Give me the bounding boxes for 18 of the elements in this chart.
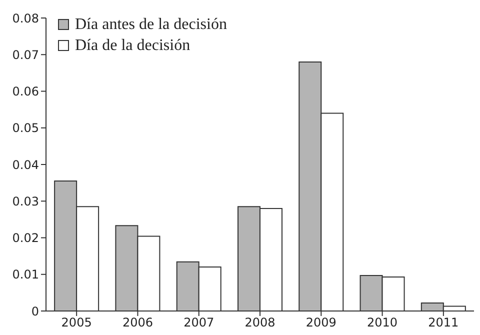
x-tick-label: 2005: [61, 316, 92, 330]
x-tick-label: 2010: [367, 316, 398, 330]
y-tick-label: 0.08: [12, 11, 39, 26]
y-tick-label: 0.04: [12, 158, 39, 172]
legend-label: Día de la decisión: [75, 36, 190, 56]
y-tick-label: 0.01: [12, 268, 39, 282]
x-tick-label: 2009: [306, 316, 336, 330]
x-tick-label: 2006: [122, 316, 153, 330]
y-tick-label: 0.02: [12, 231, 39, 246]
y-tick-label: 0.05: [12, 121, 39, 136]
y-tick-label: 0.06: [12, 84, 39, 99]
y-tick-label: 0.07: [12, 48, 39, 62]
x-tick-label: 2011: [428, 316, 459, 330]
x-tick-label: 2008: [244, 316, 276, 330]
y-tick-label: 0.03: [12, 194, 39, 208]
legend-label: Día antes de la decisión: [75, 15, 227, 35]
x-tick-label: 2007: [184, 316, 214, 330]
y-tick-label: 0: [31, 304, 39, 318]
